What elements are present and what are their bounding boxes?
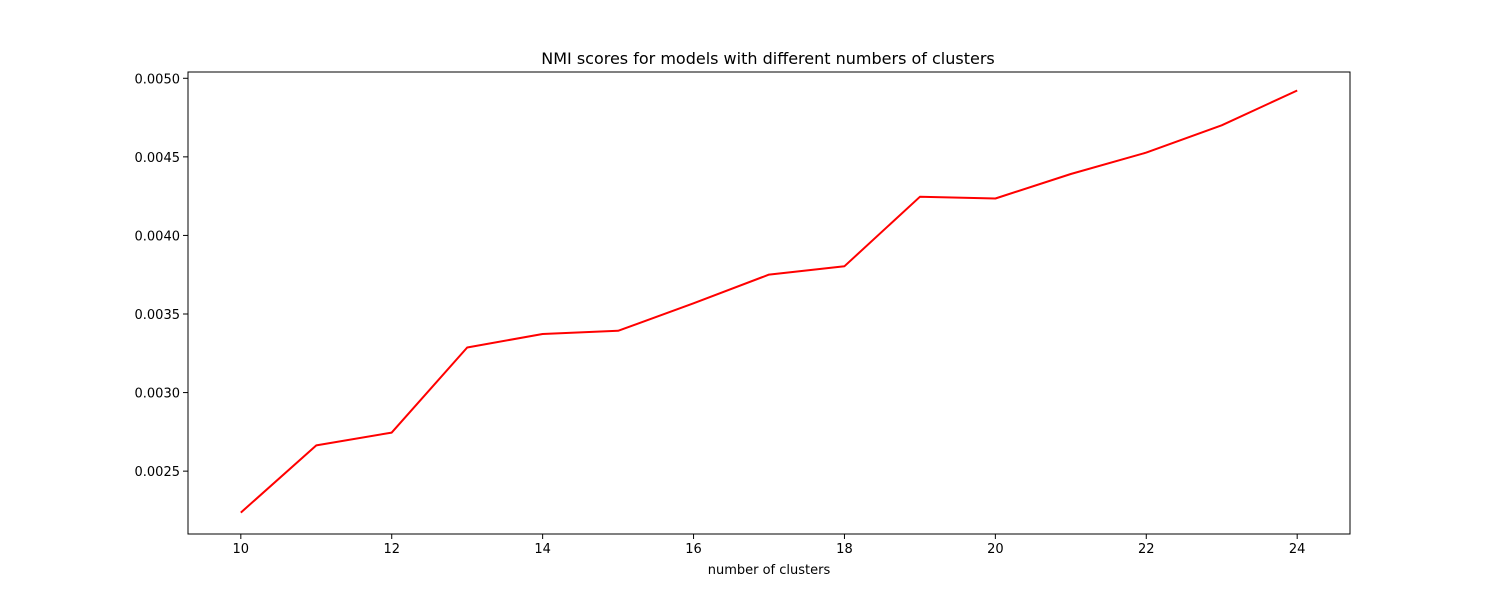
y-tick-label: 0.0025 [135, 465, 181, 480]
x-tick-label: 22 [1138, 542, 1155, 557]
y-tick-label: 0.0050 [135, 72, 181, 87]
x-axis-label: number of clusters [708, 563, 831, 578]
chart-title: NMI scores for models with different num… [541, 49, 995, 68]
plot-frame [187, 71, 1351, 535]
x-axis: 10 12 14 16 18 20 22 24 [233, 534, 1306, 557]
series-line [240, 89, 1298, 514]
x-tick-label: 12 [383, 542, 400, 557]
x-tick-label: 20 [987, 542, 1004, 557]
y-axis: 0.0025 0.0030 0.0035 0.0040 0.0045 0.0050 [135, 72, 188, 480]
x-tick-label: 18 [836, 542, 853, 557]
y-tick-label: 0.0030 [135, 387, 181, 402]
x-tick-label: 16 [685, 542, 702, 557]
y-tick-label: 0.0045 [135, 151, 181, 166]
y-tick-label: 0.0040 [135, 229, 181, 244]
x-tick-label: 10 [233, 542, 250, 557]
series-layer [240, 89, 1298, 514]
x-tick-label: 24 [1289, 542, 1306, 557]
x-tick-label: 14 [534, 542, 551, 557]
y-tick-label: 0.0035 [135, 308, 181, 323]
